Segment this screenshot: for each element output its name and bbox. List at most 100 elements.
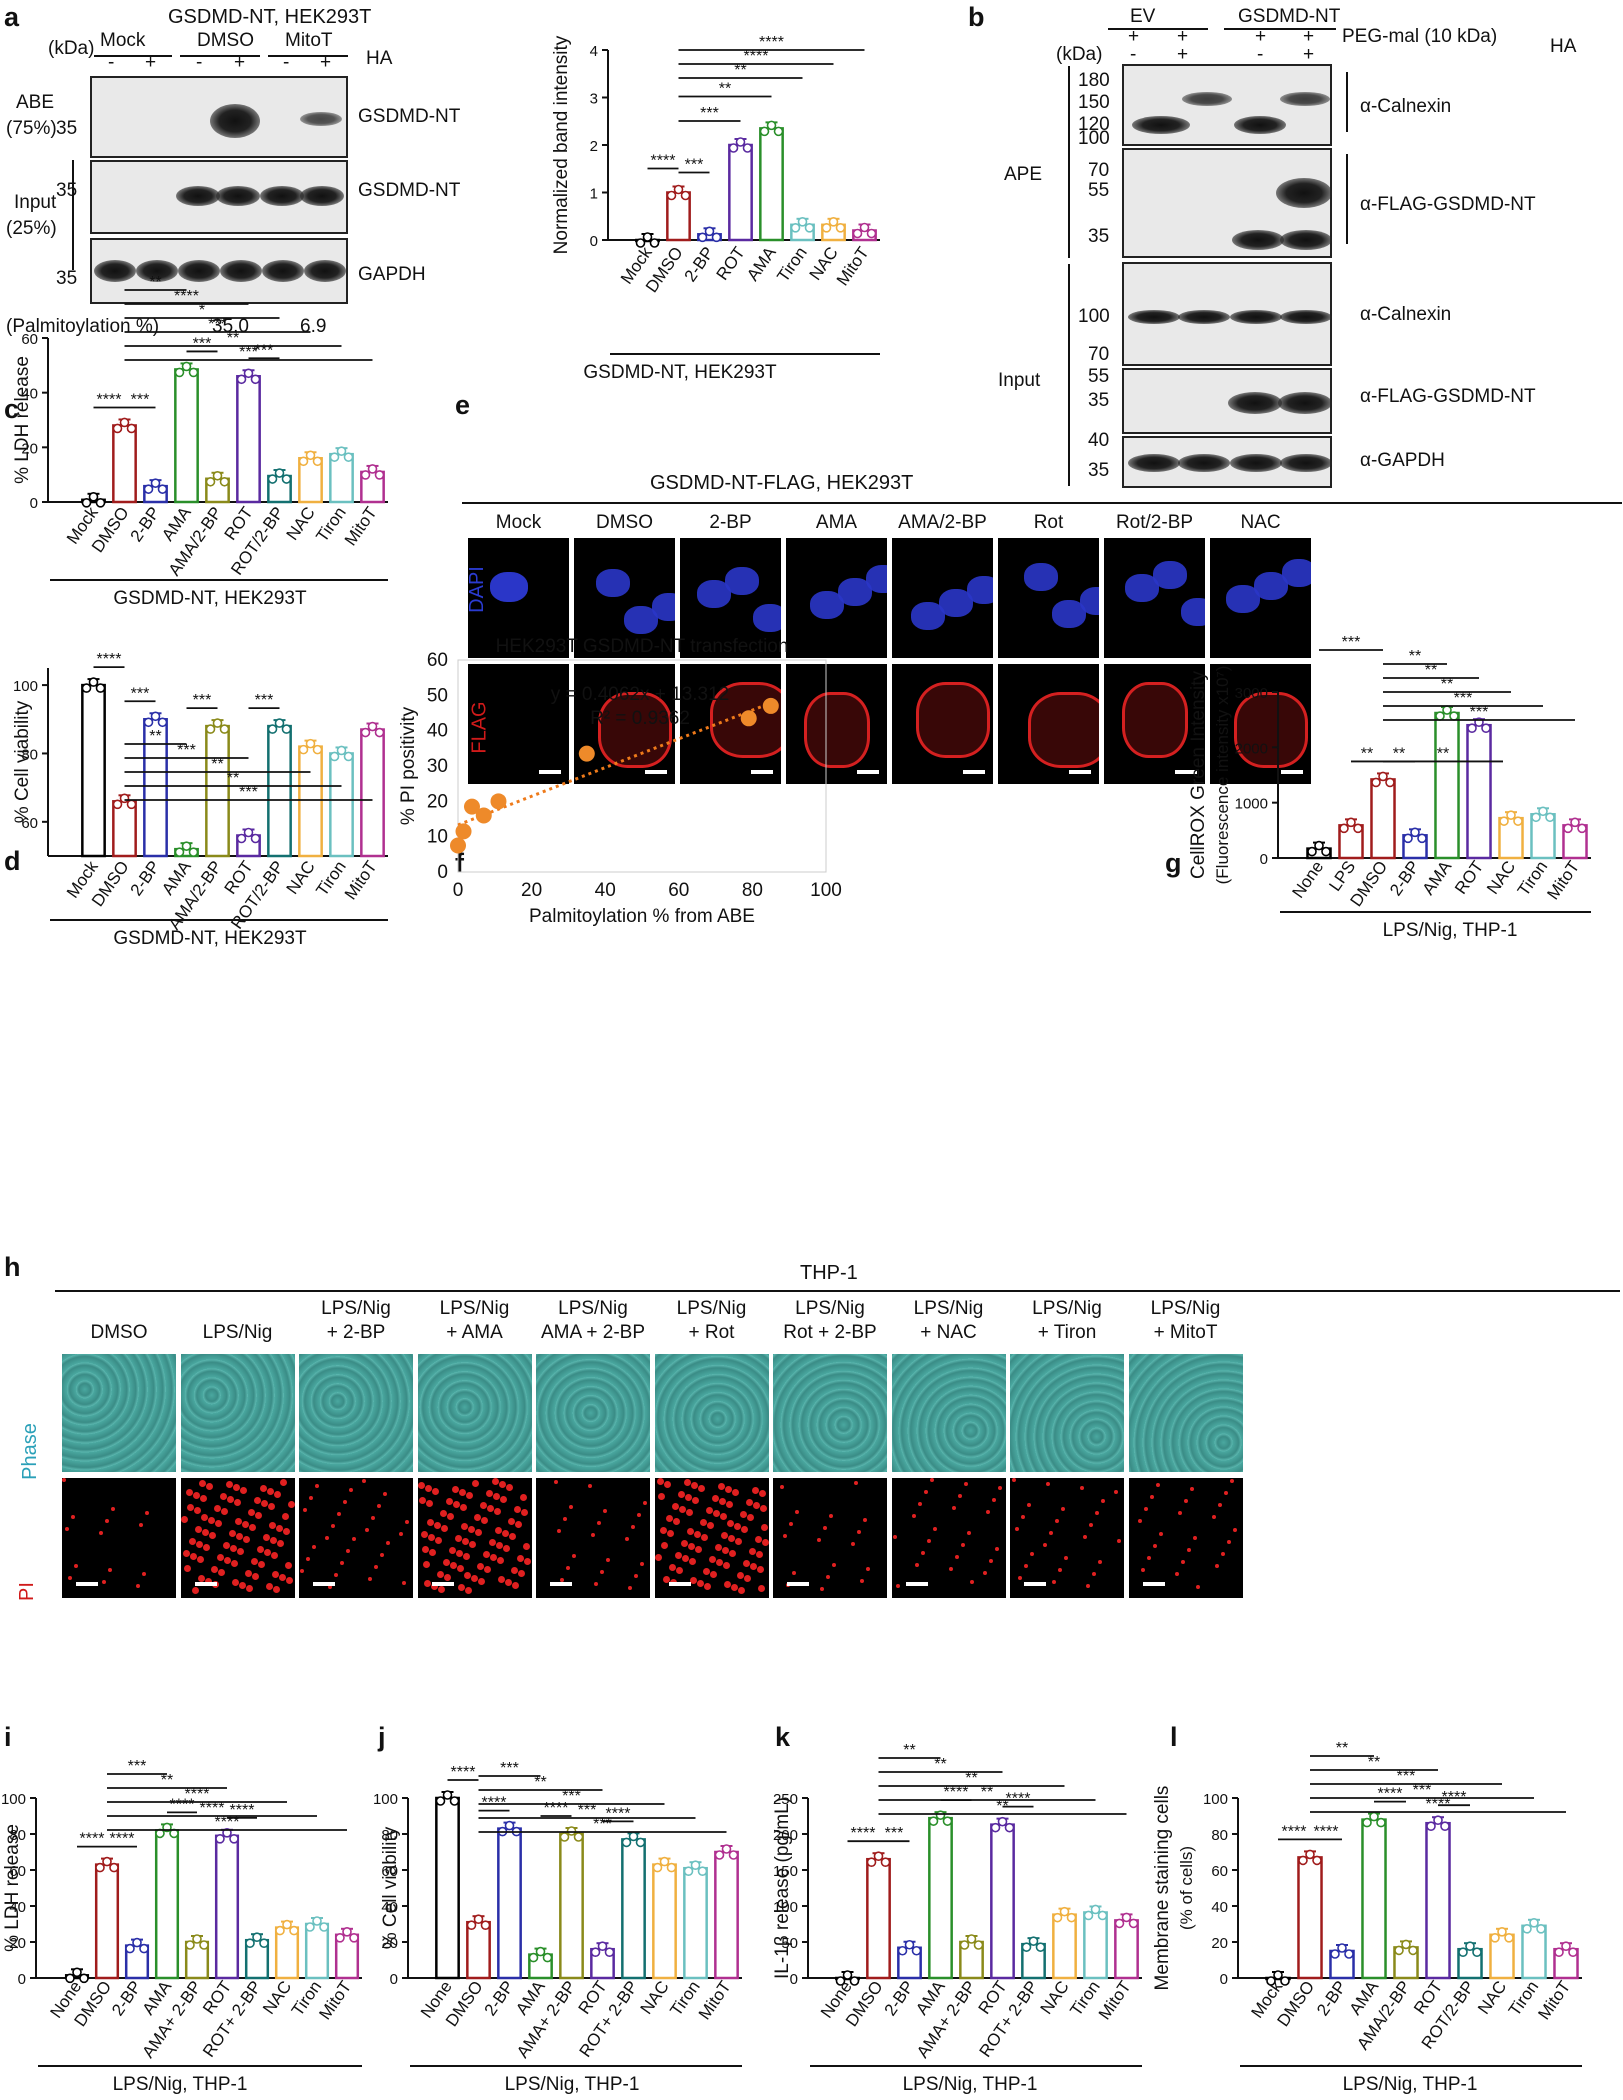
x-tick-label: 100 bbox=[810, 880, 842, 901]
data-point bbox=[95, 1862, 105, 1873]
pi-cell bbox=[1114, 1490, 1118, 1494]
data-point bbox=[205, 724, 216, 734]
phase-image bbox=[299, 1354, 413, 1472]
significance-label: ** bbox=[1336, 1740, 1348, 1757]
flag-signal bbox=[598, 692, 672, 768]
scale-bar bbox=[668, 1582, 691, 1586]
data-point bbox=[343, 751, 354, 762]
pi-cell bbox=[200, 1514, 208, 1521]
y-axis-label: % PI positivity bbox=[398, 706, 419, 825]
ha-sign: - bbox=[196, 52, 203, 73]
significance-label: *** bbox=[700, 105, 719, 122]
pi-cell bbox=[458, 1489, 466, 1496]
pi-cell bbox=[1018, 1576, 1022, 1580]
scale-bar bbox=[645, 770, 667, 774]
panel-label-d: d bbox=[4, 846, 21, 876]
pi-cell bbox=[265, 1583, 273, 1590]
pi-cell bbox=[494, 1527, 502, 1534]
bar bbox=[1466, 723, 1492, 860]
bar bbox=[1265, 1976, 1291, 1981]
pi-cell bbox=[1058, 1568, 1062, 1572]
pi-cell bbox=[702, 1568, 710, 1575]
data-point bbox=[305, 1922, 315, 1932]
pi-cell bbox=[108, 1568, 112, 1572]
bar bbox=[1530, 813, 1556, 860]
pi-cell bbox=[445, 1498, 453, 1505]
data-point bbox=[289, 1925, 299, 1936]
bar bbox=[112, 424, 137, 504]
phase-image bbox=[1128, 1354, 1243, 1472]
abe-label: ABE bbox=[16, 92, 55, 113]
pi-cell bbox=[600, 1570, 604, 1574]
data-point bbox=[157, 717, 168, 728]
data-point bbox=[150, 478, 161, 488]
pi-cell bbox=[666, 1530, 674, 1537]
mw-marker: 120 bbox=[1078, 114, 1110, 135]
mw-marker: 40 bbox=[1088, 430, 1110, 451]
category-label: Mock bbox=[617, 243, 656, 288]
pi-cell bbox=[460, 1523, 468, 1530]
pi-cell bbox=[1152, 1544, 1157, 1548]
data-point bbox=[1545, 812, 1555, 823]
category-label: AMA bbox=[912, 1977, 949, 2019]
category-label: 2-BP bbox=[127, 857, 164, 899]
data-point bbox=[312, 1916, 322, 1926]
data-point bbox=[463, 798, 480, 815]
row-label-phase: Phase bbox=[18, 1423, 41, 1480]
data-point bbox=[573, 1832, 584, 1842]
scale-bar bbox=[431, 1582, 454, 1586]
data-point bbox=[312, 744, 323, 755]
pi-cell bbox=[1092, 1572, 1096, 1576]
bar bbox=[205, 477, 230, 504]
panel-label-e: e bbox=[455, 390, 471, 420]
flag-image bbox=[1104, 664, 1205, 784]
significance-label: **** bbox=[1006, 1791, 1031, 1808]
x-axis-label: LPS/Nig, THP-1 bbox=[903, 2074, 1038, 2095]
data-point bbox=[72, 1967, 82, 1978]
data-point bbox=[721, 1844, 732, 1854]
y-tick-label: 1000 bbox=[1235, 796, 1268, 813]
data-point bbox=[1066, 1912, 1077, 1923]
category-label: AMA/2-BP bbox=[165, 503, 226, 579]
category-label: Tiron bbox=[773, 243, 810, 285]
pi-cell bbox=[519, 1494, 527, 1501]
data-point bbox=[275, 1925, 285, 1936]
data-point bbox=[842, 1970, 853, 1980]
bar bbox=[835, 1976, 860, 1981]
column-label: NAC bbox=[1240, 512, 1281, 533]
y-axis-label: % Cell viability bbox=[12, 700, 33, 823]
input-label: Input bbox=[998, 370, 1041, 391]
pi-cell bbox=[572, 1554, 576, 1558]
input-label: Input bbox=[14, 192, 57, 213]
pi-cell bbox=[303, 1508, 307, 1512]
pi-cell bbox=[683, 1479, 691, 1486]
pi-cell bbox=[714, 1544, 722, 1551]
x-axis-label: LPS/Nig, THP-1 bbox=[113, 2074, 248, 2095]
pi-cell bbox=[637, 1513, 641, 1517]
category-label: AMA bbox=[743, 243, 780, 285]
pi-cell bbox=[483, 1566, 491, 1573]
group-gsdmd: GSDMD-NT bbox=[1238, 6, 1341, 27]
pi-cell bbox=[142, 1572, 146, 1576]
pi-cell bbox=[516, 1555, 524, 1562]
data-point bbox=[81, 498, 92, 508]
pi-cell bbox=[1174, 1572, 1179, 1576]
pi-cell bbox=[656, 1478, 664, 1485]
significance-label: **** bbox=[944, 1784, 969, 1801]
category-label: ROT bbox=[713, 243, 749, 283]
pi-cell bbox=[270, 1552, 278, 1559]
pi-cell bbox=[688, 1558, 696, 1565]
phase-image bbox=[536, 1354, 650, 1472]
row-label-dapi: DAPI bbox=[465, 566, 488, 613]
bar bbox=[1306, 847, 1332, 860]
pi-cell bbox=[504, 1579, 512, 1586]
ape-label: APE bbox=[1004, 164, 1043, 185]
nucleus bbox=[1080, 587, 1099, 615]
data-point bbox=[181, 841, 192, 851]
ha-sign: + bbox=[1303, 44, 1315, 65]
pi-cell bbox=[473, 1514, 481, 1521]
pi-cell bbox=[860, 1579, 864, 1583]
bar bbox=[1498, 816, 1524, 860]
data-point bbox=[274, 468, 285, 478]
y-tick-label: 40 bbox=[427, 721, 448, 742]
